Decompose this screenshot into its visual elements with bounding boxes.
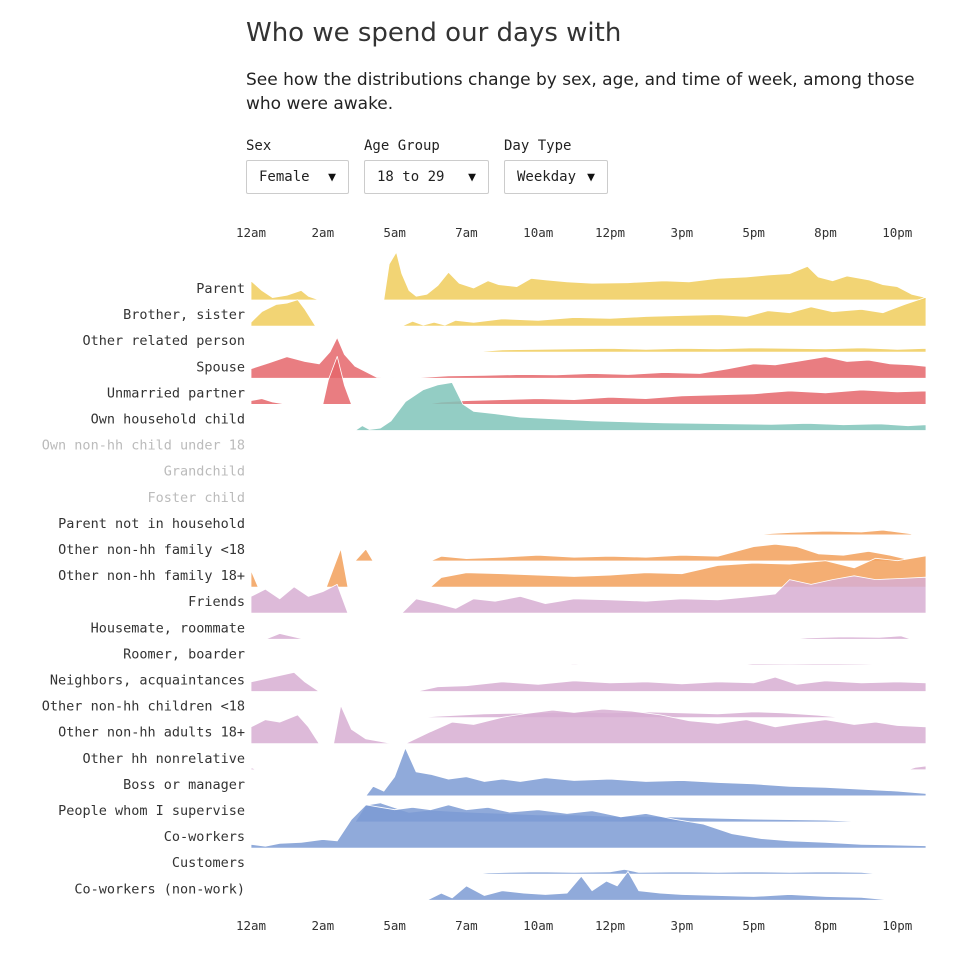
row-label: Brother, sister bbox=[123, 307, 245, 323]
row-label: Parent not in household bbox=[58, 516, 245, 532]
row-label: Foster child bbox=[147, 490, 245, 506]
row-label: Roomer, boarder bbox=[123, 646, 245, 662]
sex-control: Sex Female ▼ bbox=[246, 138, 349, 194]
x-tick-label-bottom: 5pm bbox=[742, 918, 765, 933]
x-tick-label-top: 8pm bbox=[814, 225, 837, 240]
row-label: Own non-hh child under 18 bbox=[42, 438, 245, 454]
caret-down-icon: ▼ bbox=[587, 169, 595, 185]
series-area bbox=[354, 382, 927, 431]
series-area bbox=[265, 633, 912, 640]
x-tick-label-top: 7am bbox=[455, 225, 478, 240]
row-label: Other related person bbox=[82, 333, 245, 349]
sex-select-value: Female bbox=[259, 169, 310, 185]
series-area bbox=[250, 337, 927, 379]
series-area bbox=[473, 869, 884, 875]
series-area bbox=[473, 347, 927, 353]
series-area bbox=[250, 356, 927, 405]
x-tick-label-bottom: 2am bbox=[312, 918, 335, 933]
row-label: Other non-hh family 18+ bbox=[58, 568, 245, 584]
row-label: Neighbors, acquaintances bbox=[50, 673, 245, 689]
series-area bbox=[250, 251, 927, 301]
series-area bbox=[250, 804, 927, 849]
series-area bbox=[426, 871, 895, 901]
chart-title: Who we spend our days with bbox=[246, 18, 622, 48]
series-area bbox=[250, 704, 927, 745]
series-area bbox=[250, 548, 927, 588]
day-type-select[interactable]: Weekday ▼ bbox=[504, 160, 608, 194]
series-area bbox=[250, 671, 927, 692]
day-type-select-value: Weekday bbox=[517, 169, 577, 185]
age-group-label: Age Group bbox=[364, 138, 440, 154]
x-tick-label-bottom: 7am bbox=[455, 918, 478, 933]
x-tick-label-top: 5am bbox=[383, 225, 406, 240]
sex-label: Sex bbox=[246, 138, 272, 154]
x-tick-label-bottom: 12pm bbox=[595, 918, 625, 933]
day-type-label: Day Type bbox=[504, 138, 572, 154]
row-label: Co-workers (non-work) bbox=[74, 881, 245, 897]
x-tick-label-bottom: 10am bbox=[523, 918, 553, 933]
row-label: Housemate, roommate bbox=[91, 620, 245, 636]
row-label: Friends bbox=[188, 594, 245, 610]
series-area bbox=[559, 663, 916, 666]
x-tick-label-bottom: 5am bbox=[383, 918, 406, 933]
row-labels: Parent Brother, sister Other related perso… bbox=[42, 281, 245, 897]
row-label: Other non-hh children <18 bbox=[42, 699, 245, 715]
x-tick-label-bottom: 12am bbox=[236, 918, 266, 933]
row-label: Other non-hh family <18 bbox=[58, 542, 245, 558]
series-area bbox=[250, 575, 927, 614]
series-area bbox=[354, 543, 905, 562]
age-group-select[interactable]: 18 to 29 ▼ bbox=[364, 160, 489, 194]
sex-select[interactable]: Female ▼ bbox=[246, 160, 349, 194]
row-label: Grandchild bbox=[164, 464, 245, 480]
x-tick-label-bottom: 10pm bbox=[882, 918, 912, 933]
x-tick-label-top: 5pm bbox=[742, 225, 765, 240]
x-tick-label-top: 10pm bbox=[882, 225, 912, 240]
row-label: Parent bbox=[196, 281, 245, 297]
row-label: Other non-hh adults 18+ bbox=[58, 725, 245, 741]
series-area bbox=[250, 296, 927, 327]
row-label: Co-workers bbox=[164, 829, 245, 845]
caret-down-icon: ▼ bbox=[328, 169, 336, 185]
x-tick-label-bottom: 3pm bbox=[671, 918, 694, 933]
row-label: Other hh nonrelative bbox=[82, 751, 245, 767]
row-label: Unmarried partner bbox=[107, 385, 245, 401]
chart-subtitle: See how the distributions change by sex,… bbox=[246, 70, 915, 114]
age-group-control: Age Group 18 to 29 ▼ bbox=[364, 138, 489, 194]
series-area bbox=[365, 747, 927, 797]
x-tick-label-top: 3pm bbox=[671, 225, 694, 240]
day-type-control: Day Type Weekday ▼ bbox=[504, 138, 608, 194]
caret-down-icon: ▼ bbox=[468, 169, 476, 185]
age-group-select-value: 18 to 29 bbox=[377, 169, 445, 185]
row-label: Spouse bbox=[196, 359, 245, 375]
row-label: Customers bbox=[172, 855, 245, 871]
x-tick-label-top: 10am bbox=[523, 225, 553, 240]
ridge-areas bbox=[250, 251, 927, 901]
row-label: People whom I supervise bbox=[58, 803, 245, 819]
x-tick-label-top: 12am bbox=[236, 225, 266, 240]
series-area bbox=[753, 529, 912, 536]
row-label: Own household child bbox=[91, 412, 245, 428]
row-label: Boss or manager bbox=[123, 777, 245, 793]
x-tick-label-top: 12pm bbox=[595, 225, 625, 240]
x-tick-label-bottom: 8pm bbox=[814, 918, 837, 933]
x-tick-label-top: 2am bbox=[312, 225, 335, 240]
series-area bbox=[250, 765, 927, 771]
